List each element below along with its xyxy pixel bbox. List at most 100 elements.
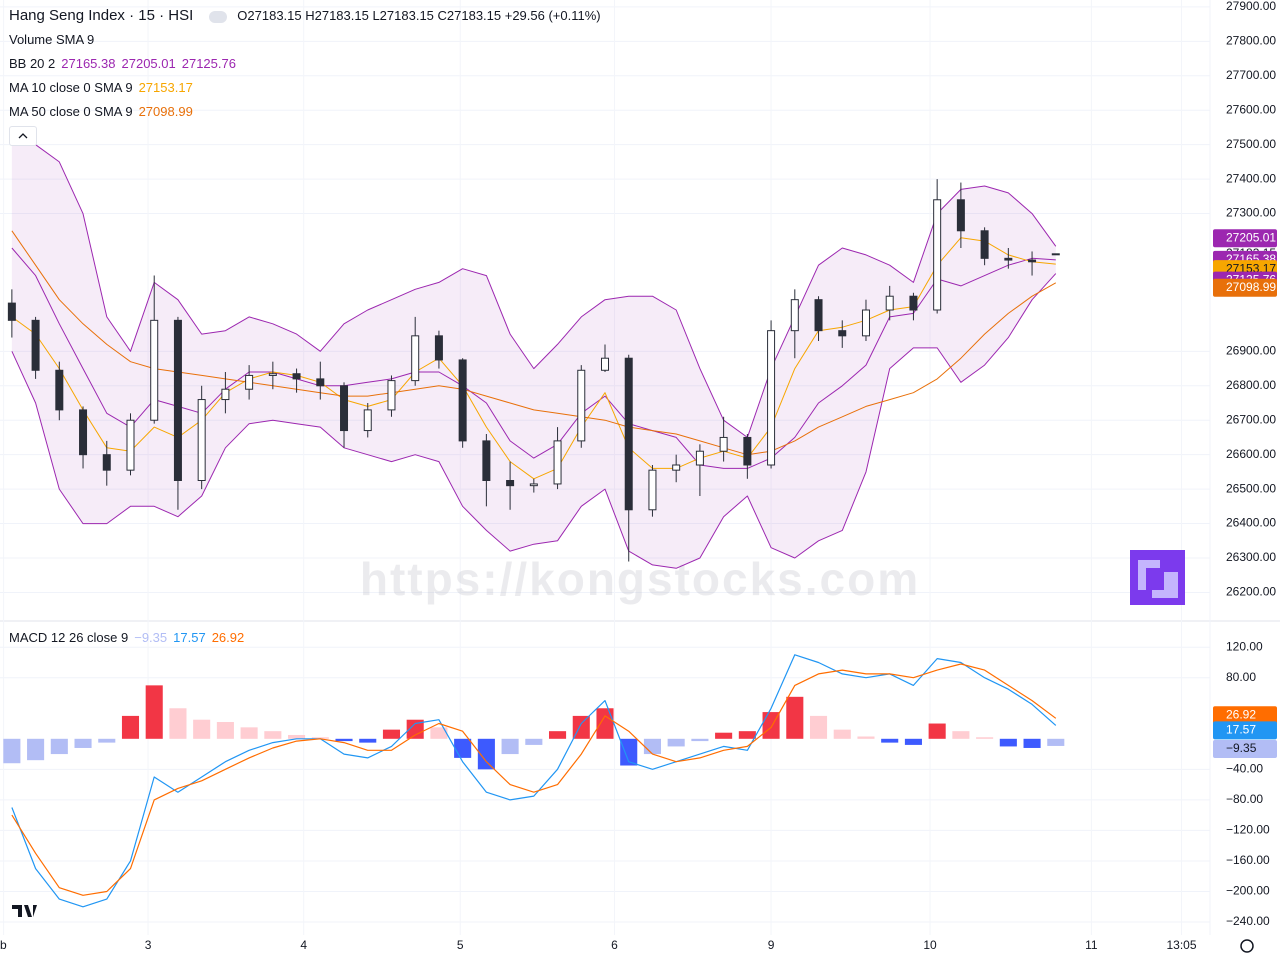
histogram-bar	[477, 738, 495, 770]
candle-body	[1028, 259, 1037, 263]
logo	[1130, 550, 1185, 605]
legend-value: 27125.76	[181, 56, 236, 71]
candle-body	[933, 199, 942, 311]
histogram-bar	[430, 727, 448, 739]
histogram-bar	[549, 731, 567, 739]
y-tick-label: 26400.00	[1226, 516, 1276, 530]
histogram-bar	[98, 738, 116, 743]
y-tick-label: 27300.00	[1226, 206, 1276, 220]
candle-body	[624, 357, 633, 511]
histogram-bar	[454, 738, 472, 758]
histogram-bar	[525, 738, 543, 745]
legend-value: 27098.99	[138, 104, 193, 119]
candle-body	[173, 319, 182, 482]
watermark: https://kongstocks.com	[360, 553, 920, 605]
macd-line	[11, 663, 1057, 896]
candle-body	[956, 199, 965, 232]
y-tick-label: 120.00	[1226, 639, 1263, 653]
badge-label: 26.92	[1226, 707, 1256, 721]
histogram-bar	[1023, 738, 1041, 748]
band-line	[11, 247, 1056, 469]
candle-body	[529, 483, 538, 487]
histogram-bar	[833, 729, 851, 739]
y-tick-label: 26200.00	[1226, 585, 1276, 599]
y-tick-label: 26500.00	[1226, 481, 1276, 495]
legend-value: 27165.38	[61, 56, 116, 71]
histogram-bar	[169, 708, 187, 739]
badge-label: 27205.01	[1226, 230, 1276, 244]
legend-label: MA 50 close 0 SMA 9	[9, 104, 133, 119]
histogram-bar	[311, 737, 329, 739]
candle-body	[245, 374, 254, 390]
histogram-bar	[3, 738, 21, 764]
price-badge	[1213, 229, 1277, 248]
legend-row: MACD 12 26 close 9 −9.35 17.57 26.92	[9, 628, 250, 648]
candle-body	[909, 295, 918, 311]
settings-icon[interactable]	[1240, 939, 1254, 953]
y-tick-label: 27500.00	[1226, 137, 1276, 151]
badge-label: 17.57	[1226, 723, 1256, 737]
legend-value: 27205.01	[121, 56, 176, 71]
candle-body	[601, 357, 609, 371]
candle-body	[1004, 257, 1013, 261]
histogram-bar	[881, 738, 899, 743]
logo-mark	[1138, 560, 1178, 598]
y-tick-label: −240.00	[1226, 914, 1270, 928]
y-tick-label: 27600.00	[1226, 102, 1276, 116]
candle-body	[387, 380, 396, 411]
y-tick-label: −40.00	[1226, 762, 1263, 776]
y-tick-label: 26800.00	[1226, 378, 1276, 392]
histogram-bar	[976, 737, 994, 739]
ma-line	[11, 230, 1057, 456]
candle-body	[553, 440, 562, 485]
y-tick-label: −200.00	[1226, 884, 1270, 898]
histogram-bar	[999, 738, 1017, 747]
x-tick-label: 10	[923, 938, 937, 952]
x-tick-label: b	[0, 938, 7, 952]
candle-body	[814, 299, 823, 332]
collapse-button[interactable]	[9, 126, 37, 146]
candle-body	[126, 419, 135, 471]
candle-body	[150, 319, 159, 421]
legend-row: MA 10 close 0 SMA 9 27153.17	[9, 78, 199, 98]
candle-body	[672, 464, 681, 471]
badge-label: 27098.99	[1226, 280, 1276, 294]
candle-body	[316, 378, 325, 387]
x-tick-label: 3	[145, 938, 152, 952]
candle-body	[743, 436, 752, 466]
x-tick-label: 4	[300, 938, 307, 952]
legend-value: 27153.17	[138, 80, 193, 95]
price-badge	[1213, 278, 1277, 297]
legend-label: BB 20 2	[9, 56, 56, 71]
chart-title: Hang Seng Index · 15 · HSI	[9, 7, 194, 24]
histogram-bar	[928, 723, 946, 739]
y-tick-label: −80.00	[1226, 792, 1263, 806]
candle-body	[7, 302, 16, 321]
histogram-bar	[596, 708, 614, 739]
chevron-icon	[18, 133, 28, 139]
candle-body	[695, 450, 704, 466]
candle-body	[577, 369, 586, 442]
candle-body	[506, 480, 515, 487]
histogram-bar	[809, 715, 828, 739]
price-badge	[1213, 721, 1277, 740]
histogram-bar	[121, 715, 140, 739]
histogram-bar	[27, 738, 45, 761]
candle-body	[861, 309, 870, 337]
histogram-bar	[359, 738, 377, 743]
legend-label: MA 10 close 0 SMA 9	[9, 80, 133, 95]
histogram-bar	[738, 731, 756, 739]
price-badge	[1213, 739, 1277, 758]
y-tick-label: 26600.00	[1226, 447, 1276, 461]
legend-label: Volume SMA 9	[9, 32, 95, 47]
macd-line	[11, 654, 1057, 908]
histogram-bar	[216, 722, 234, 739]
histogram-bar	[1047, 738, 1065, 746]
status-icon[interactable]	[209, 10, 228, 23]
y-tick-label: −160.00	[1226, 853, 1270, 867]
histogram-bar	[572, 715, 590, 739]
candle-body	[458, 359, 467, 442]
candle-body	[363, 409, 372, 432]
histogram-bar	[406, 719, 424, 739]
x-tick-label: 5	[457, 938, 464, 952]
